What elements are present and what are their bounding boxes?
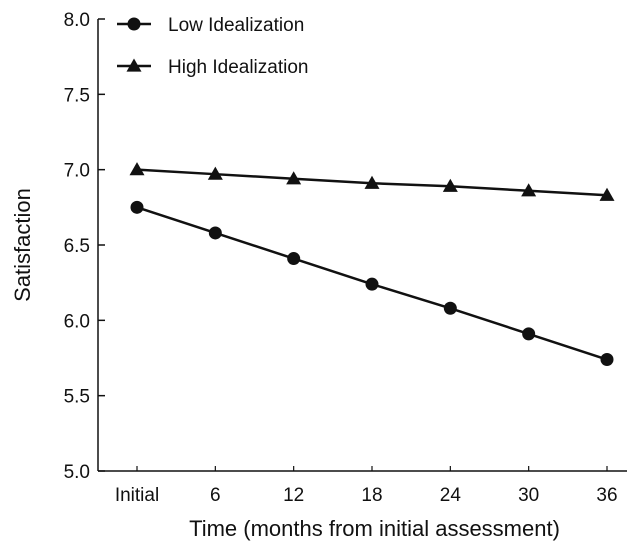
- x-tick-label: 24: [440, 485, 462, 506]
- y-tick-label: 8.0: [64, 10, 90, 31]
- x-tick-label: 30: [518, 485, 539, 506]
- legend-item: High Idealization: [117, 57, 308, 78]
- x-tick-label: 36: [596, 485, 617, 506]
- x-tick-label: 6: [210, 485, 221, 506]
- legend-label: Low Idealization: [168, 15, 304, 36]
- y-tick-label: 5.5: [64, 387, 90, 408]
- data-point: [208, 226, 222, 240]
- data-point: [130, 200, 144, 214]
- data-point: [286, 171, 302, 185]
- data-point: [207, 166, 223, 180]
- data-point: [521, 183, 537, 197]
- y-tick-label: 7.0: [64, 161, 90, 182]
- data-point: [365, 277, 379, 291]
- chart-series: [129, 162, 615, 367]
- legend-marker: [127, 17, 141, 31]
- legend-marker: [126, 58, 142, 72]
- data-point: [442, 178, 458, 192]
- chart-legend: Low Idealization High Idealization: [117, 15, 308, 78]
- y-tick-label: 6.5: [64, 236, 90, 257]
- series-circle: [130, 200, 614, 367]
- chart-axes: 5.0 5.5 6.0 6.5 7.0 7.5 8.0 Initial 6 12 18 24 30 36: [64, 10, 627, 506]
- data-point: [364, 175, 380, 189]
- data-point: [522, 327, 536, 341]
- x-axis-title: Time (months from initial assessment): [189, 516, 560, 541]
- x-tick-label: Initial: [115, 485, 159, 506]
- x-tick-label: 18: [361, 485, 382, 506]
- series-triangle: [129, 162, 615, 201]
- y-tick-label: 6.0: [64, 311, 90, 332]
- data-point: [599, 187, 615, 201]
- data-point: [287, 252, 301, 266]
- data-point: [129, 162, 145, 176]
- legend-label: High Idealization: [168, 57, 308, 78]
- data-point: [600, 353, 614, 367]
- y-tick-label: 5.0: [64, 462, 90, 483]
- y-axis-title: Satisfaction: [10, 188, 35, 302]
- legend-item: Low Idealization: [117, 15, 304, 36]
- x-tick-label: 12: [283, 485, 304, 506]
- data-point: [443, 301, 457, 315]
- y-tick-label: 7.5: [64, 85, 90, 106]
